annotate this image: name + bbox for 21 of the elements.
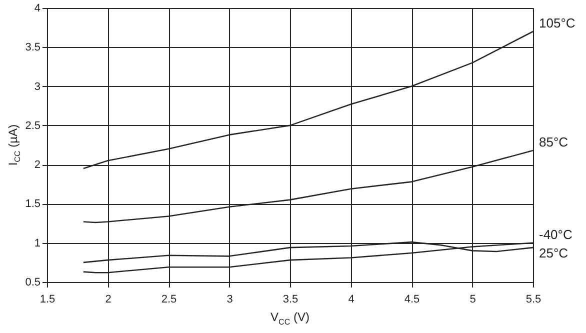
y-tick-label: 4	[34, 2, 40, 14]
x-tick-label: 3.5	[282, 294, 298, 306]
y-tick-label: 1.5	[25, 198, 40, 210]
series-label: 105°C	[539, 15, 576, 30]
x-tick-label: 5.5	[526, 294, 542, 306]
x-tick-label: 2	[105, 294, 112, 306]
x-tick-label: 2.5	[161, 294, 177, 306]
x-tick-label: 4	[348, 294, 354, 306]
series-label: 25°C	[539, 246, 568, 261]
series-label: -40°C	[539, 226, 572, 242]
x-tick-label: 4.5	[404, 294, 420, 306]
series-label: 85°C	[539, 134, 568, 150]
x-tick-label: 3	[226, 294, 233, 306]
y-tick-label: 3.5	[25, 42, 40, 54]
y-tick-label: 0.5	[25, 276, 40, 288]
y-tick-label: 3	[34, 80, 40, 93]
y-tick-label: 1	[34, 237, 40, 250]
y-tick-label: 2	[34, 159, 40, 172]
x-axis-title: V$_{CC}$ (V)	[270, 310, 310, 326]
y-tick-label: 2.5	[25, 120, 40, 132]
x-tick-label: 5	[470, 294, 476, 306]
